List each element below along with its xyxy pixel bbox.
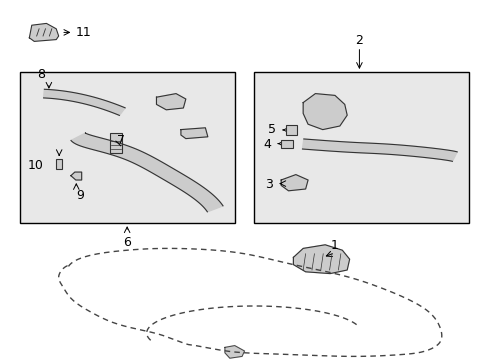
Text: 10: 10 bbox=[28, 159, 44, 172]
Text: 9: 9 bbox=[76, 189, 83, 202]
Polygon shape bbox=[29, 23, 59, 41]
Text: 2: 2 bbox=[355, 34, 363, 47]
Polygon shape bbox=[181, 128, 207, 139]
Text: 3: 3 bbox=[264, 178, 272, 191]
Polygon shape bbox=[224, 346, 244, 358]
Text: 8: 8 bbox=[38, 68, 45, 81]
Bar bbox=[56, 159, 62, 169]
Bar bbox=[285, 125, 296, 135]
Polygon shape bbox=[303, 94, 346, 130]
Polygon shape bbox=[302, 139, 456, 161]
Polygon shape bbox=[293, 245, 349, 274]
Text: 6: 6 bbox=[123, 236, 131, 249]
Text: 11: 11 bbox=[76, 26, 91, 39]
Bar bbox=[281, 140, 293, 148]
Text: 5: 5 bbox=[268, 123, 276, 136]
Polygon shape bbox=[43, 89, 125, 115]
Polygon shape bbox=[156, 94, 185, 110]
Bar bbox=[254, 72, 468, 223]
Text: 4: 4 bbox=[263, 138, 271, 150]
Polygon shape bbox=[71, 133, 223, 212]
Bar bbox=[110, 133, 122, 153]
Text: 7: 7 bbox=[117, 134, 125, 147]
Text: 1: 1 bbox=[330, 239, 338, 252]
Bar bbox=[20, 72, 234, 223]
Polygon shape bbox=[71, 172, 81, 180]
Polygon shape bbox=[281, 175, 307, 191]
